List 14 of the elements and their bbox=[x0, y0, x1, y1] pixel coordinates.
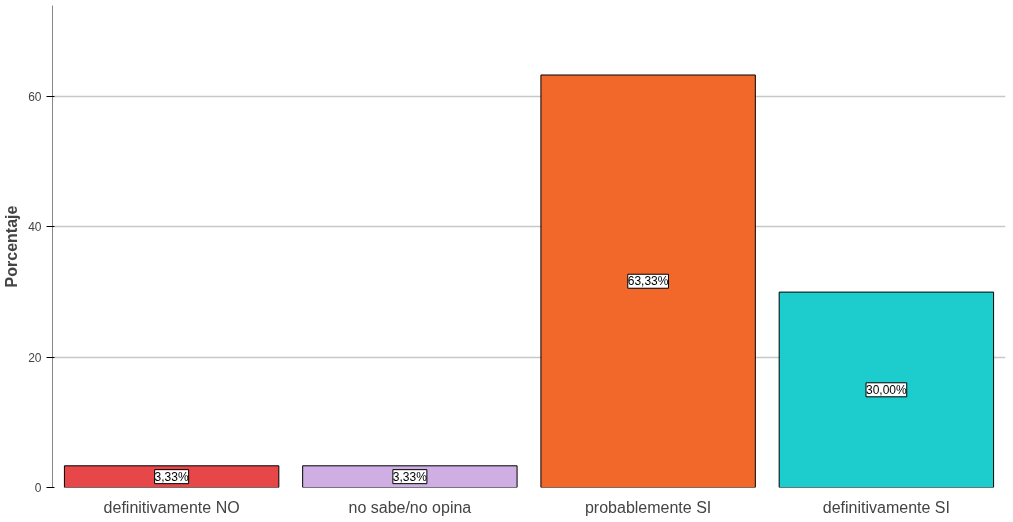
y-tick-label: 0 bbox=[34, 481, 42, 495]
y-axis-title: Porcentaje bbox=[3, 205, 21, 288]
y-tick-label: 20 bbox=[28, 350, 42, 365]
x-tick-label: no sabe/no opina bbox=[348, 498, 472, 516]
x-tick-label: definitivamente SI bbox=[822, 498, 950, 516]
bar bbox=[540, 74, 756, 488]
x-tick-label: probablemente SI bbox=[584, 498, 712, 516]
bar bbox=[302, 465, 518, 488]
y-tick-label: 40 bbox=[28, 220, 42, 235]
y-tick-label: 60 bbox=[28, 90, 42, 105]
bar bbox=[778, 291, 995, 488]
data-label: 63,33% bbox=[627, 274, 669, 289]
x-tick-label: definitivamente NO bbox=[103, 498, 240, 516]
bar bbox=[63, 465, 280, 488]
